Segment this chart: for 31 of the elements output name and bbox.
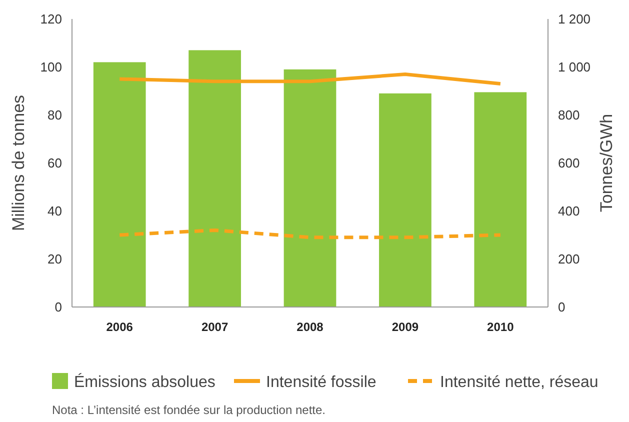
y-tick-label: 100 [40, 60, 62, 75]
y-tick-label: 80 [48, 108, 62, 123]
y2-tick-label: 1 000 [558, 60, 591, 75]
y2-tick-label: 0 [558, 300, 566, 315]
line-series [118, 72, 502, 86]
x-tick-label: 2007 [201, 320, 228, 334]
x-tick-label: 2006 [106, 320, 134, 334]
x-tick-label: 2008 [296, 320, 324, 334]
y2-tick-label: 600 [558, 156, 580, 171]
bar [379, 93, 432, 307]
bar [188, 50, 241, 307]
y-axis-title: Millions de tonnes [9, 94, 28, 232]
y2-axis-title: Tonnes/GWh [597, 114, 616, 212]
y2-tick-label: 400 [558, 204, 580, 219]
bar [284, 69, 336, 307]
y-tick-label: 20 [48, 252, 62, 267]
text: Nota : L’intensité est fondée sur la production nette. [52, 403, 326, 417]
bar [93, 62, 146, 307]
legend-label: Intensité nette, réseau [440, 374, 598, 391]
bar [474, 92, 527, 307]
y2-tick-label: 200 [558, 252, 580, 267]
x-tick-label: 2009 [392, 320, 419, 334]
y-tick-label: 0 [54, 300, 62, 315]
legend-label: Intensité fossile [266, 374, 376, 391]
y2-tick-label: 1 200 [558, 12, 591, 27]
x-tick-label: 2010 [487, 320, 514, 334]
y-tick-label: 120 [40, 12, 62, 27]
legend-label: Émissions absolues [74, 373, 216, 391]
y-tick-label: 40 [48, 204, 62, 219]
y-tick-label: 60 [48, 156, 62, 171]
y2-tick-label: 800 [558, 108, 580, 123]
